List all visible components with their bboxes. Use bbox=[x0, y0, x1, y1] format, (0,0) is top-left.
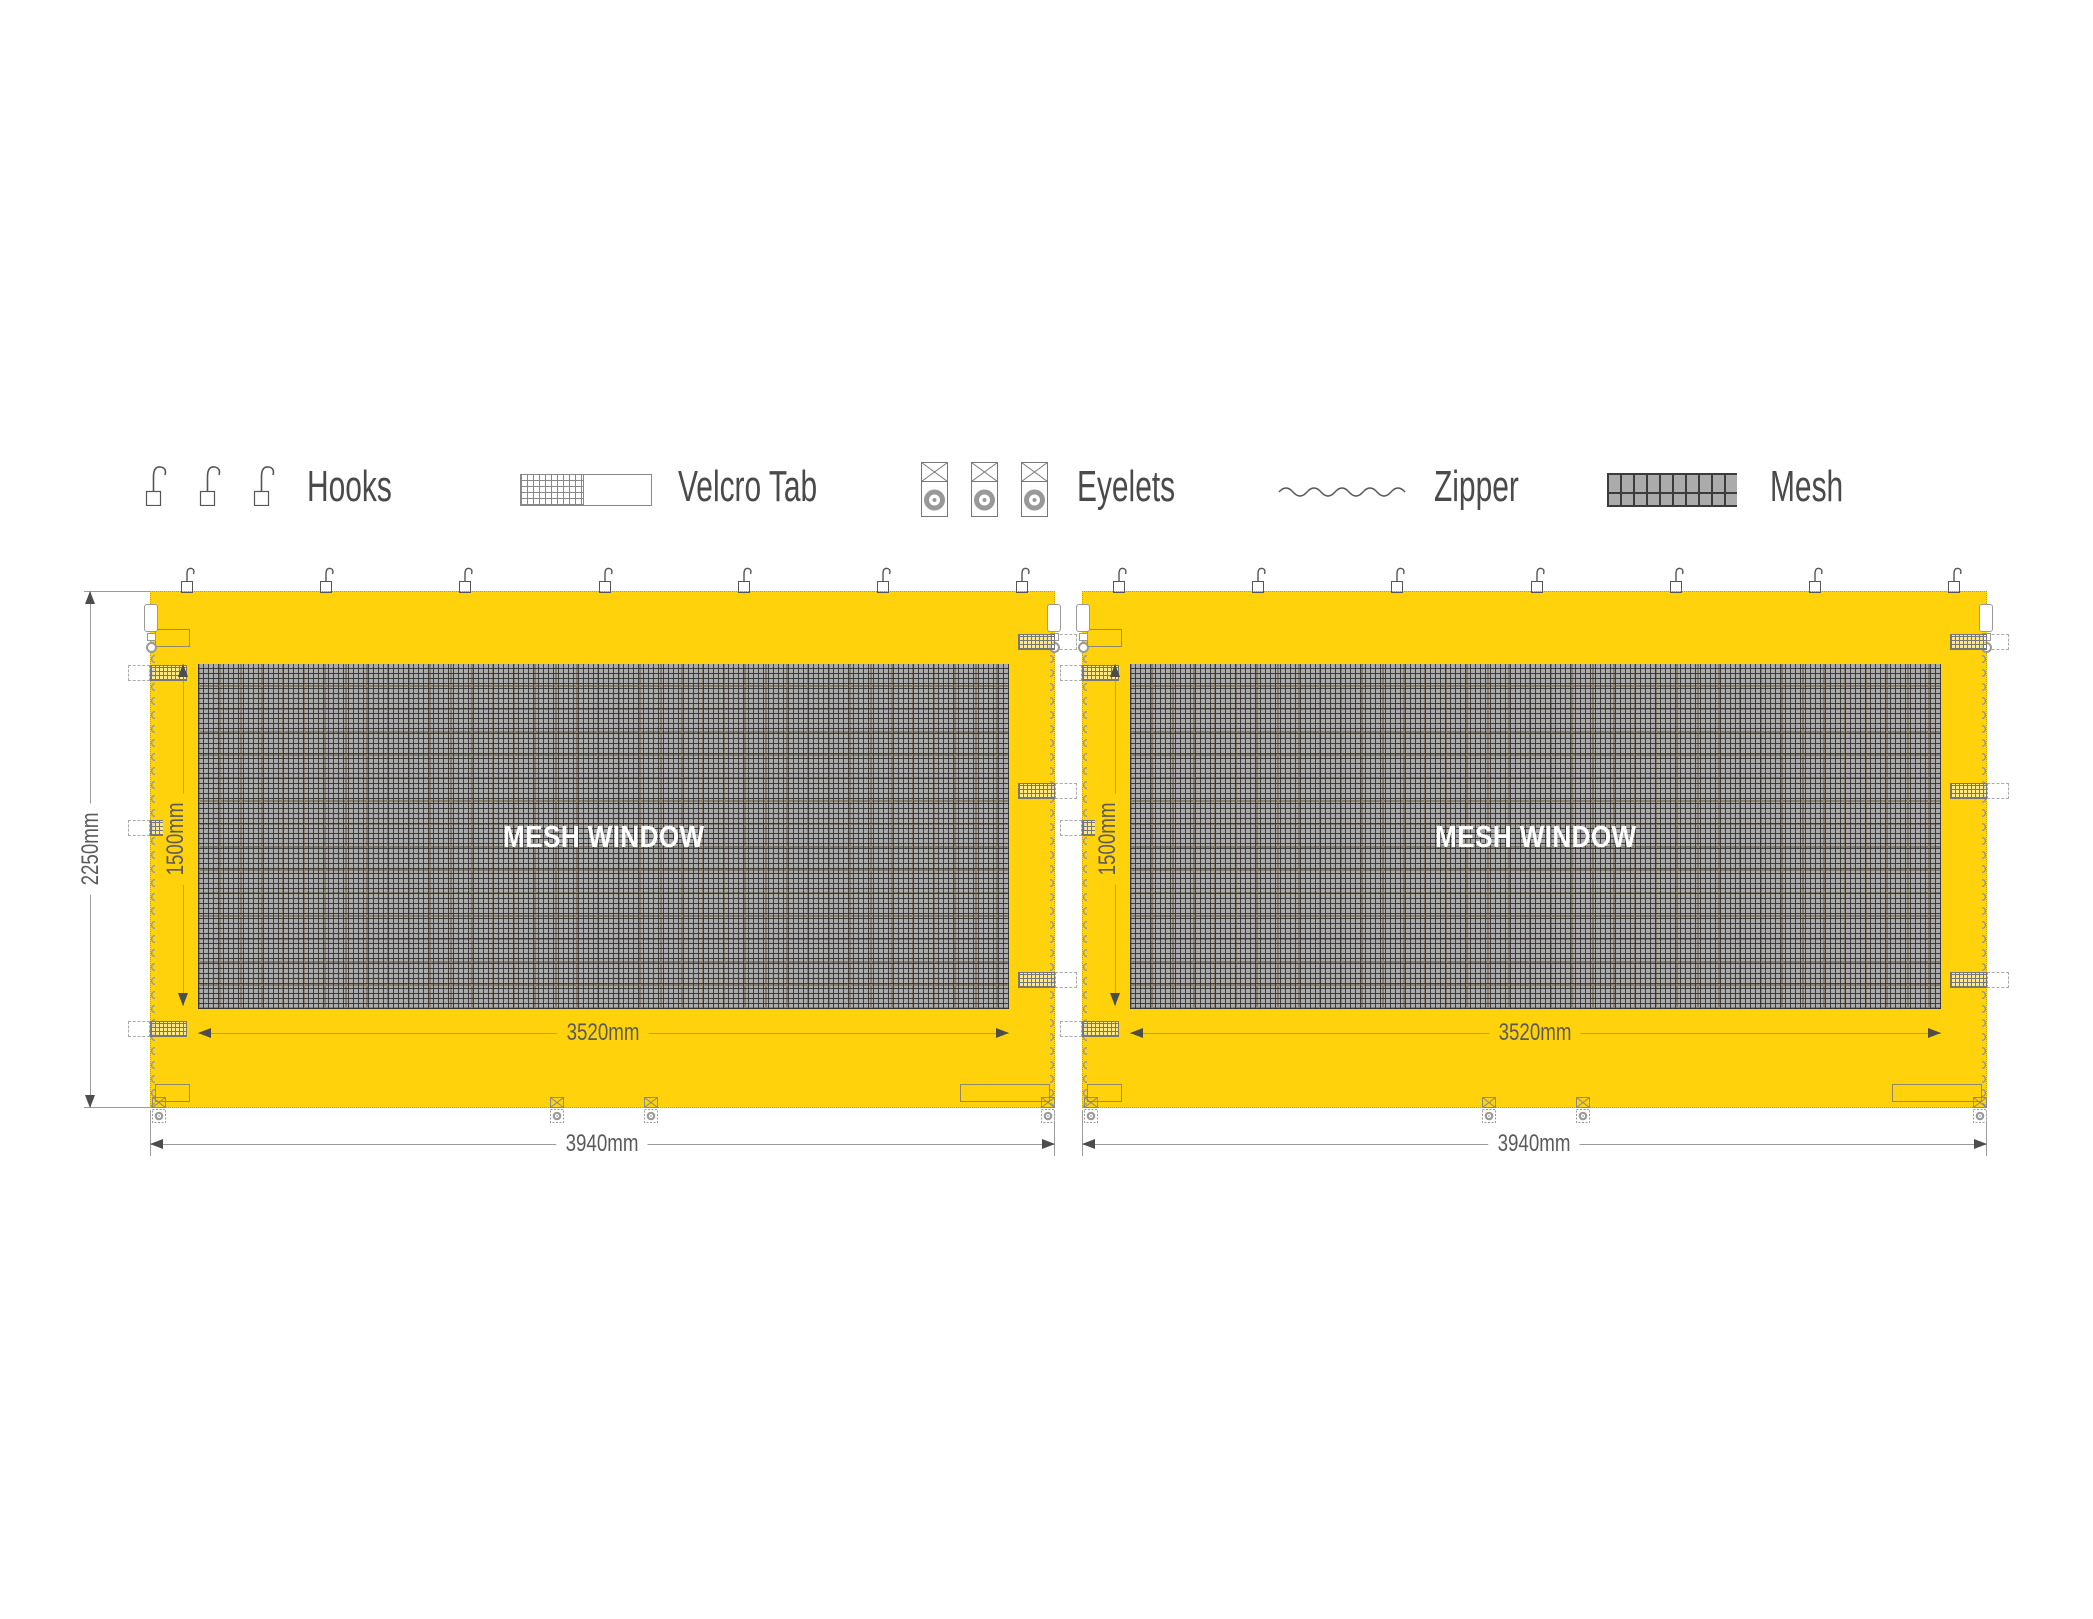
legend-velcro-label: Velcro Tab bbox=[678, 462, 818, 511]
velcro-tab-icon bbox=[1018, 972, 1055, 988]
mesh-window-label: MESH WINDOW bbox=[1434, 818, 1637, 854]
hook-icon bbox=[179, 565, 195, 593]
velcro-tab-icon bbox=[150, 1021, 187, 1037]
eyelet-icon bbox=[644, 1097, 658, 1124]
window-width-label: 3520mm bbox=[557, 1020, 649, 1046]
bottom-flap bbox=[960, 1084, 1050, 1102]
hook-icon bbox=[1807, 565, 1823, 593]
hook-icon bbox=[875, 565, 891, 593]
hook-icon bbox=[1111, 565, 1127, 593]
extension-line bbox=[150, 1110, 151, 1156]
velcro-tab-icon bbox=[1082, 1021, 1119, 1037]
dim-arrow bbox=[150, 1139, 163, 1149]
velcro-tab-icon bbox=[1082, 665, 1119, 681]
hook-icon bbox=[597, 565, 613, 593]
hook-icon bbox=[318, 565, 334, 593]
panel-left: MESH WINDOW 1500mm 3520mm bbox=[128, 567, 1077, 1123]
velcro-tab-icon bbox=[1950, 972, 1987, 988]
zipper-flap bbox=[155, 629, 190, 647]
zipper-edge-right bbox=[1050, 652, 1059, 1108]
hook-icon bbox=[1250, 565, 1266, 593]
zipper-flap bbox=[1087, 629, 1122, 647]
dim-arrow bbox=[178, 664, 188, 677]
eyelet-icon bbox=[1041, 1097, 1055, 1124]
extension-line bbox=[84, 591, 150, 592]
total-width-label: 3940mm bbox=[1488, 1131, 1580, 1157]
dim-arrow bbox=[1974, 1139, 1987, 1149]
velcro-tab-icon bbox=[520, 474, 652, 506]
total-height-label: 2250mm bbox=[77, 803, 104, 895]
zipper-edge-left bbox=[146, 652, 155, 1108]
dim-arrow bbox=[198, 1028, 211, 1038]
extension-line bbox=[1054, 1110, 1055, 1156]
mesh-window: MESH WINDOW bbox=[198, 664, 1009, 1009]
eyelet-icon bbox=[1084, 1097, 1098, 1124]
zipper-edge-right bbox=[1982, 652, 1991, 1108]
eyelet-icon bbox=[971, 462, 998, 522]
bottom-flap bbox=[1087, 1084, 1122, 1102]
eyelet-icon bbox=[1021, 462, 1048, 522]
hook-icon bbox=[1529, 565, 1545, 593]
total-width-label: 3940mm bbox=[556, 1131, 648, 1157]
dim-arrow bbox=[1082, 1139, 1095, 1149]
panel-right: MESH WINDOW 1500mm 3520mm bbox=[1060, 567, 2009, 1123]
eyelet-icon bbox=[921, 462, 948, 522]
zipper-pull-icon bbox=[1075, 604, 1091, 653]
zipper-icon bbox=[1277, 481, 1407, 508]
dim-arrow bbox=[85, 591, 95, 604]
extension-line bbox=[84, 1107, 150, 1108]
eyelet-icon bbox=[1576, 1097, 1590, 1124]
dim-arrow bbox=[1110, 664, 1120, 677]
eyelet-icon bbox=[1482, 1097, 1496, 1124]
dim-arrow bbox=[1928, 1028, 1941, 1038]
mesh-icon bbox=[1607, 473, 1737, 507]
hook-icon bbox=[251, 462, 277, 511]
velcro-tab-icon bbox=[150, 665, 187, 681]
window-width-label: 3520mm bbox=[1489, 1020, 1581, 1046]
extension-line bbox=[1082, 1110, 1083, 1156]
hook-icon bbox=[143, 462, 169, 511]
dim-arrow bbox=[996, 1028, 1009, 1038]
hook-icon bbox=[1668, 565, 1684, 593]
velcro-tab-icon bbox=[1018, 783, 1055, 799]
velcro-tab-icon bbox=[1950, 634, 1987, 650]
velcro-tab-icon bbox=[1950, 783, 1987, 799]
mesh-window-label: MESH WINDOW bbox=[502, 818, 705, 854]
velcro-tab-icon bbox=[1018, 634, 1055, 650]
eyelet-icon bbox=[152, 1097, 166, 1124]
zipper-pull-icon bbox=[143, 604, 159, 653]
hook-icon bbox=[736, 565, 752, 593]
bottom-flap bbox=[155, 1084, 190, 1102]
window-height-label: 1500mm bbox=[162, 793, 189, 885]
window-height-label: 1500mm bbox=[1094, 793, 1121, 885]
hook-icon bbox=[1014, 565, 1030, 593]
hook-icon bbox=[197, 462, 223, 511]
dim-arrow bbox=[178, 993, 188, 1006]
legend-hooks-label: Hooks bbox=[307, 462, 392, 511]
dim-arrow bbox=[1110, 993, 1120, 1006]
legend-eyelets-label: Eyelets bbox=[1077, 462, 1176, 511]
legend-mesh-label: Mesh bbox=[1770, 462, 1844, 511]
hook-icon bbox=[1389, 565, 1405, 593]
mesh-window: MESH WINDOW bbox=[1130, 664, 1941, 1009]
hook-icon bbox=[1946, 565, 1962, 593]
eyelet-icon bbox=[550, 1097, 564, 1124]
extension-line bbox=[1986, 1110, 1987, 1156]
hook-icon bbox=[457, 565, 473, 593]
bottom-flap bbox=[1892, 1084, 1982, 1102]
dim-arrow bbox=[1042, 1139, 1055, 1149]
legend-zipper-label: Zipper bbox=[1434, 462, 1519, 511]
zipper-edge-left bbox=[1078, 652, 1087, 1108]
dim-arrow bbox=[85, 1095, 95, 1108]
dim-arrow bbox=[1130, 1028, 1143, 1038]
eyelet-icon bbox=[1973, 1097, 1987, 1124]
